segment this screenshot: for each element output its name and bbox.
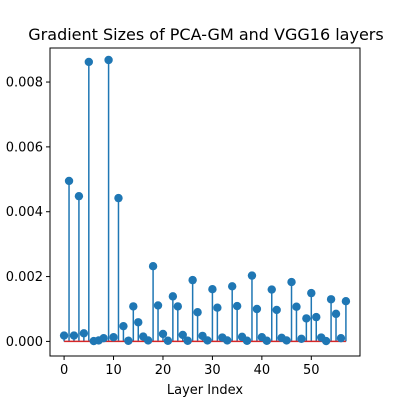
stem-marker xyxy=(272,305,281,315)
stem-marker xyxy=(129,302,138,311)
stem-marker xyxy=(223,336,232,345)
stem-marker xyxy=(188,275,197,285)
stem-marker xyxy=(99,333,108,343)
stem-marker xyxy=(302,314,311,323)
x-tick-label: 10 xyxy=(105,363,122,378)
stem-marker xyxy=(336,333,346,343)
y-tick-label: 0.000 xyxy=(6,335,43,350)
stem-marker xyxy=(307,288,316,298)
axes-frame xyxy=(49,47,361,357)
markers-layer xyxy=(59,55,351,346)
stem-marker xyxy=(193,308,202,317)
stem-marker xyxy=(321,336,331,346)
stem-marker xyxy=(158,329,168,339)
stem-marker xyxy=(69,331,79,340)
chart-title: Gradient Sizes of PCA-GM and VGG16 layer… xyxy=(28,25,383,44)
x-tick-label: 20 xyxy=(155,363,172,378)
y-tick-label: 0.002 xyxy=(6,270,43,285)
stem-marker xyxy=(326,295,336,304)
stem-marker xyxy=(79,329,89,338)
stem-marker xyxy=(74,191,84,201)
stem-marker xyxy=(213,303,222,312)
stem-marker xyxy=(287,277,296,287)
stem-marker xyxy=(341,297,351,306)
stem-marker xyxy=(104,55,113,65)
stem-marker xyxy=(109,332,118,342)
stem-marker xyxy=(143,336,153,345)
stem-marker xyxy=(242,336,252,345)
stem-marker xyxy=(64,176,74,186)
x-ticks: 0 10 20 30 40 50 xyxy=(60,356,320,378)
stem-marker xyxy=(134,318,143,327)
stem-marker xyxy=(292,302,301,311)
stem-marker xyxy=(312,312,321,322)
stem-marker xyxy=(262,336,272,345)
stems-layer xyxy=(63,59,347,342)
stem-marker xyxy=(252,304,262,314)
stem-marker xyxy=(59,331,69,340)
stem-marker xyxy=(153,301,163,310)
stem-marker xyxy=(124,336,133,345)
x-tick-label: 0 xyxy=(60,363,68,378)
stem-marker xyxy=(208,285,217,294)
stem-marker xyxy=(297,334,306,344)
y-tick-label: 0.008 xyxy=(6,76,43,91)
stem-marker xyxy=(114,193,123,203)
stem-marker xyxy=(183,336,192,345)
x-tick-label: 50 xyxy=(303,363,320,378)
x-tick-label: 30 xyxy=(204,363,221,378)
stem-marker xyxy=(267,285,276,294)
stem-marker xyxy=(163,336,173,345)
stem-marker xyxy=(282,336,291,345)
stem-marker xyxy=(178,330,187,340)
stem-marker xyxy=(84,57,94,67)
stem-marker xyxy=(173,302,183,311)
stem-marker xyxy=(148,261,158,271)
stem-marker xyxy=(227,282,237,291)
stem-marker xyxy=(232,301,242,311)
y-ticks: 0.000 0.002 0.004 0.006 0.008 xyxy=(6,76,50,350)
stem-marker xyxy=(247,271,257,280)
y-tick-label: 0.004 xyxy=(6,205,43,220)
x-tick-label: 40 xyxy=(254,363,271,378)
y-tick-label: 0.006 xyxy=(6,140,43,155)
stem-marker xyxy=(203,336,212,345)
stem-marker xyxy=(119,321,128,331)
stem-marker xyxy=(331,309,341,319)
x-axis-label: Layer Index xyxy=(167,383,243,398)
stem-marker xyxy=(168,292,178,301)
